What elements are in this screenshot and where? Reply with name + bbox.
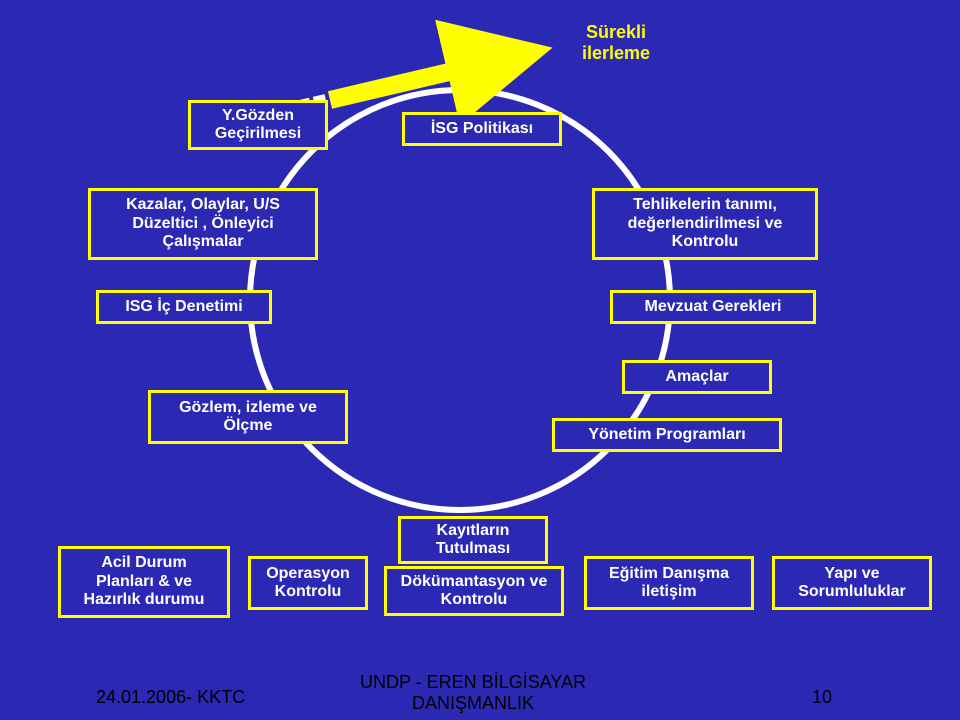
box-structure-resp: Yapı veSorumluluklar	[772, 556, 932, 610]
slide-stage: Sürekliilerleme Y.GözdenGeçirilmesi İSG …	[0, 0, 960, 720]
box-hazard-id-label: Tehlikelerin tanımı,değerlendirilmesi ve…	[628, 196, 783, 251]
box-mgmt-programs-label: Yönetim Programları	[588, 426, 745, 444]
title-continuous-improvement: Sürekliilerleme	[556, 18, 676, 68]
box-review: Y.GözdenGeçirilmesi	[188, 100, 328, 150]
footer-page-num-text: 10	[812, 687, 832, 707]
box-records: KayıtlarınTutulması	[398, 516, 548, 564]
footer-org: UNDP - EREN BİLGİSAYARDANIŞMANLIK	[360, 672, 586, 714]
box-operational-control: OperasyonKontrolu	[248, 556, 368, 610]
box-incidents: Kazalar, Olaylar, U/SDüzeltici , Önleyic…	[88, 188, 318, 260]
box-emergency-label: Acil DurumPlanları & veHazırlık durumu	[84, 554, 205, 609]
footer-page-num: 10	[812, 687, 832, 708]
footer-org-text: UNDP - EREN BİLGİSAYARDANIŞMANLIK	[360, 672, 586, 713]
box-hazard-id: Tehlikelerin tanımı,değerlendirilmesi ve…	[592, 188, 818, 260]
box-objectives: Amaçlar	[622, 360, 772, 394]
box-monitoring-label: Gözlem, izleme veÖlçme	[179, 399, 317, 436]
box-ohs-policy: İSG Politikası	[402, 112, 562, 146]
box-incidents-label: Kazalar, Olaylar, U/SDüzeltici , Önleyic…	[126, 196, 280, 251]
footer-date: 24.01.2006- KKTC	[96, 687, 245, 708]
progress-arrow	[330, 60, 500, 100]
box-ohs-policy-label: İSG Politikası	[431, 120, 533, 138]
box-internal-audit-label: ISG İç Denetimi	[125, 298, 242, 316]
box-structure-resp-label: Yapı veSorumluluklar	[798, 565, 906, 602]
box-review-label: Y.GözdenGeçirilmesi	[215, 107, 301, 144]
box-legislation-label: Mevzuat Gerekleri	[645, 298, 782, 316]
box-legislation: Mevzuat Gerekleri	[610, 290, 816, 324]
box-documentation-label: Dökümantasyon veKontrolu	[401, 573, 548, 610]
box-internal-audit: ISG İç Denetimi	[96, 290, 272, 324]
box-training-comms-label: Eğitim Danışmailetişim	[609, 565, 729, 602]
box-objectives-label: Amaçlar	[665, 368, 728, 386]
box-operational-control-label: OperasyonKontrolu	[266, 565, 350, 602]
footer-date-text: 24.01.2006- KKTC	[96, 687, 245, 707]
box-records-label: KayıtlarınTutulması	[436, 522, 510, 559]
box-monitoring: Gözlem, izleme veÖlçme	[148, 390, 348, 444]
box-mgmt-programs: Yönetim Programları	[552, 418, 782, 452]
box-emergency: Acil DurumPlanları & veHazırlık durumu	[58, 546, 230, 618]
box-documentation: Dökümantasyon veKontrolu	[384, 566, 564, 616]
box-training-comms: Eğitim Danışmailetişim	[584, 556, 754, 610]
title-text: Sürekliilerleme	[582, 22, 650, 63]
